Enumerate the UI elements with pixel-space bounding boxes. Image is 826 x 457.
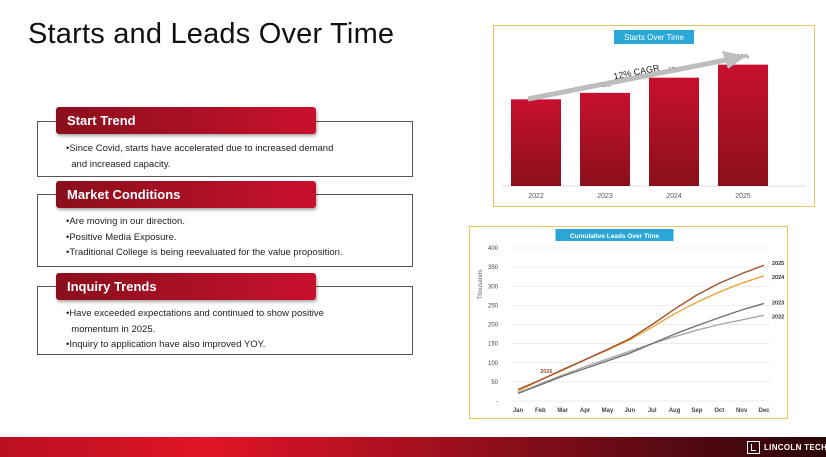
leads-chart-title-bg xyxy=(555,229,674,241)
y-tick: - xyxy=(496,399,498,405)
brand-name: LINCOLN TECH xyxy=(764,442,826,452)
x-tick-Mar: Mar xyxy=(557,408,568,414)
x-tick-Oct: Oct xyxy=(714,408,724,414)
y-tick: 400 xyxy=(488,246,499,252)
bar-2024 xyxy=(649,77,699,186)
series-line-2024 xyxy=(517,275,765,393)
page-title: Starts and Leads Over Time xyxy=(28,18,395,50)
market-conditions-line-1: •Are moving in our direction. xyxy=(66,216,185,227)
start-trend-header: Start Trend xyxy=(56,107,316,134)
cagr-arrow-head xyxy=(722,51,746,69)
x-tick-Dec: Dec xyxy=(758,408,770,414)
inquiry-trends-line-2: momentum in 2025. xyxy=(66,323,156,335)
y-tick: 100 xyxy=(488,361,499,367)
leads-y-axis-label: Thousands xyxy=(478,270,484,300)
bar-2022 xyxy=(511,99,561,186)
bar-2023 xyxy=(580,92,630,186)
x-tick-2025: 2025 xyxy=(735,193,751,200)
series-label-2023: 2023 xyxy=(772,300,784,306)
series-label-2024: 2024 xyxy=(772,275,785,281)
x-tick-Sep: Sep xyxy=(691,408,702,414)
x-tick-2022: 2022 xyxy=(528,193,544,200)
inquiry-trends-header: Inquiry Trends xyxy=(56,273,316,300)
market-conditions-line-2: •Positive Media Exposure. xyxy=(66,231,177,243)
start-trend-line-1: •Since Covid, starts have accelerated du… xyxy=(66,143,334,154)
lincoln-tech-logo: LINCOLN TECH xyxy=(747,439,826,455)
y-tick: 350 xyxy=(488,265,499,271)
x-tick-Feb: Feb xyxy=(535,408,546,414)
x-tick-2023: 2023 xyxy=(597,193,613,200)
y-tick: 150 xyxy=(488,342,499,348)
footer-bar xyxy=(0,437,826,457)
y-tick: 50 xyxy=(491,380,498,386)
leads-chart-title: Cumulative Leads Over Time xyxy=(570,233,659,240)
x-tick-Nov: Nov xyxy=(736,408,748,414)
market-conditions-line-3: •Traditional College is being reevaluate… xyxy=(66,247,343,258)
x-tick-Aug: Aug xyxy=(669,408,681,414)
y-tick: 200 xyxy=(488,323,499,329)
series-line-2022 xyxy=(517,314,765,394)
inquiry-trends-line-3: •Inquiry to application have also improv… xyxy=(66,339,266,350)
annotation-2026: 2026 xyxy=(540,369,552,375)
x-tick-Apr: Apr xyxy=(580,408,591,414)
starts-chart-title-bg xyxy=(614,30,694,44)
start-trend-body: •Since Covid, starts have accelerated du… xyxy=(66,141,401,172)
start-trend-line-2: and increased capacity. xyxy=(66,158,171,170)
starts-chart-title: Starts Over Time xyxy=(624,33,685,42)
series-label-2025: 2025 xyxy=(772,261,784,267)
series-label-2022: 2022 xyxy=(772,314,784,320)
cumulative-leads-chart: Cumulative Leads Over Time Thousands 400 35… xyxy=(478,229,785,414)
starts-over-time-chart: Starts Over Time2022202311%202415%202512… xyxy=(502,30,806,200)
inquiry-trends-line-1: •Have exceeded expectations and continue… xyxy=(66,308,324,319)
starts-chart-frame: Starts Over Time2022202311%202415%202512… xyxy=(493,25,815,207)
market-conditions-header: Market Conditions xyxy=(56,181,316,208)
x-tick-Jun: Jun xyxy=(624,408,635,414)
x-tick-Jul: Jul xyxy=(648,408,657,414)
bar-2025 xyxy=(718,64,768,186)
x-tick-2024: 2024 xyxy=(666,193,682,200)
market-conditions-body: •Are moving in our direction. •Positive … xyxy=(66,214,401,261)
series-line-2023 xyxy=(517,302,765,394)
leads-chart-frame: Cumulative Leads Over Time Thousands 400 35… xyxy=(469,226,788,419)
x-tick-Jan: Jan xyxy=(513,408,524,414)
lincoln-tech-logo-icon xyxy=(747,440,760,454)
y-tick: 300 xyxy=(488,284,499,290)
cagr-arrow xyxy=(527,57,727,102)
y-tick: 250 xyxy=(488,303,499,309)
inquiry-trends-body: •Have exceeded expectations and continue… xyxy=(66,306,401,353)
x-tick-May: May xyxy=(602,408,614,414)
series-line-2025 xyxy=(517,264,765,391)
